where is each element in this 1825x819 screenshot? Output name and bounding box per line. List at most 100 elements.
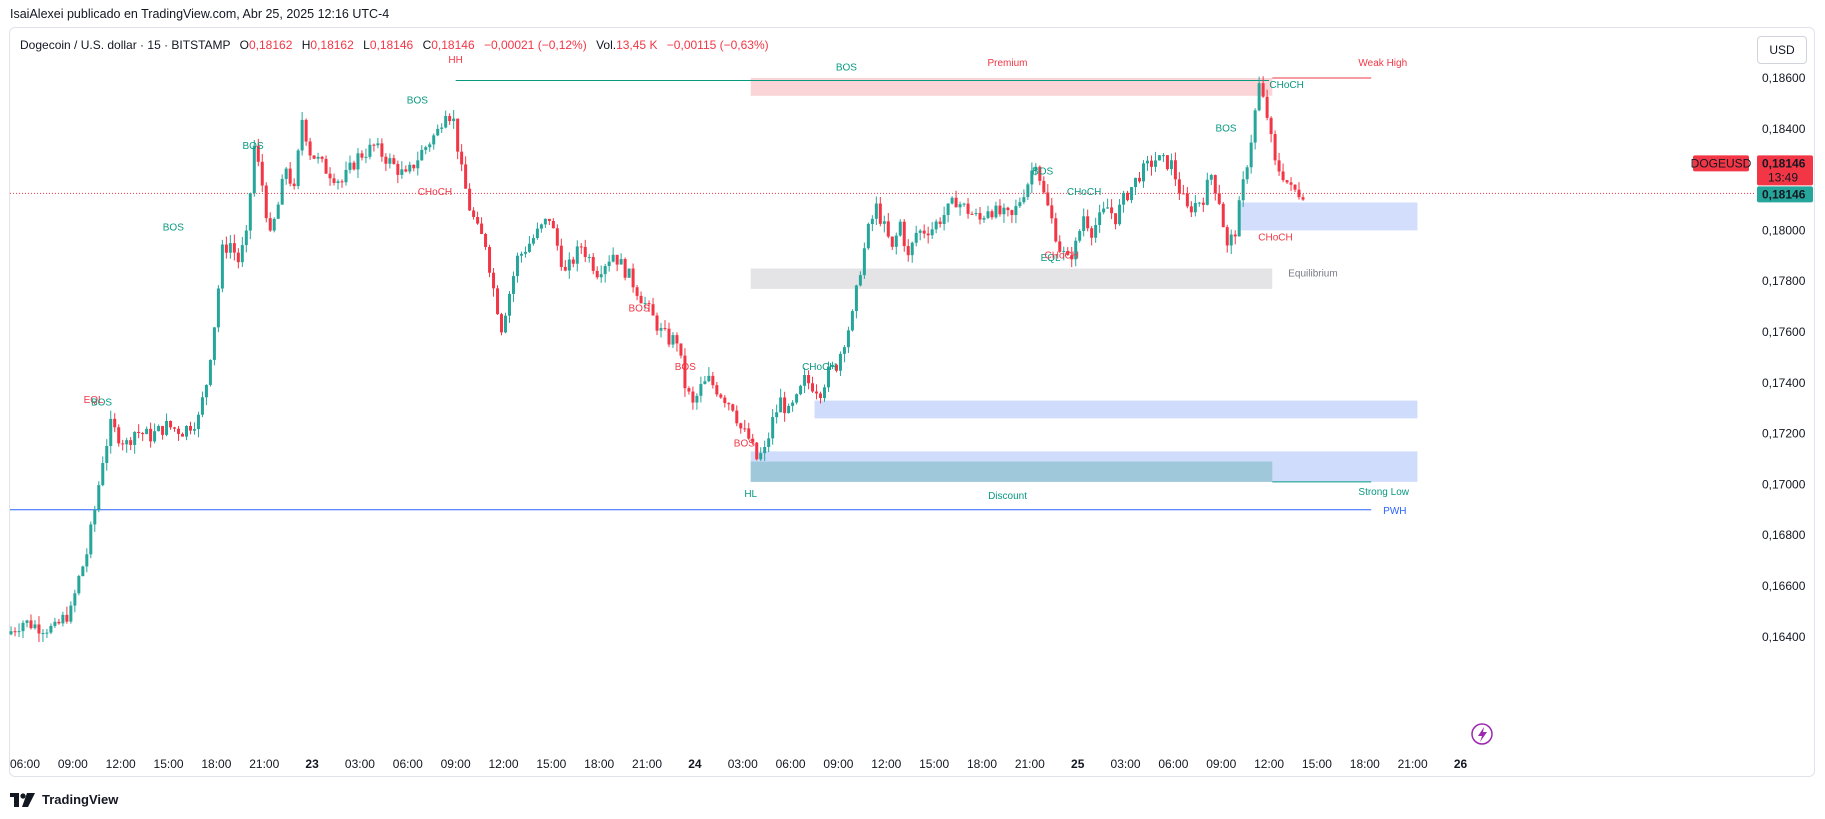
- candle-body: [1269, 117, 1273, 135]
- candle-203: [819, 391, 823, 404]
- candle-37: [157, 424, 161, 432]
- candle-283: [1138, 171, 1142, 184]
- candle-body: [388, 158, 392, 164]
- structure-label-bos-11: BOS: [629, 304, 650, 315]
- candle-body: [216, 288, 220, 328]
- levels-layer: Weak High Strong Low PWH: [10, 58, 1755, 517]
- candle-body: [611, 254, 615, 262]
- low-value: 0,18146: [369, 38, 414, 52]
- candle-body: [1002, 207, 1006, 215]
- currency-button[interactable]: USD: [1757, 36, 1807, 64]
- time-tick-label: 03:00: [345, 757, 375, 771]
- candle-body: [1193, 202, 1197, 213]
- candle-body: [69, 605, 73, 622]
- candle-body: [332, 178, 336, 183]
- candle-39: [165, 413, 169, 437]
- candle-body: [392, 158, 396, 164]
- candle-body: [1181, 193, 1185, 195]
- candle-186: [751, 433, 755, 445]
- candle-38: [161, 425, 165, 440]
- structure-label-bos-4: BOS: [91, 398, 112, 409]
- candle-119: [484, 232, 488, 250]
- candle-154: [623, 257, 627, 281]
- candle-162: [655, 312, 659, 336]
- candle-body: [316, 156, 320, 159]
- candle-body: [711, 375, 715, 386]
- candle-184: [743, 419, 747, 433]
- candle-body: [739, 423, 743, 429]
- candle-320: [1285, 180, 1289, 184]
- candle-body: [515, 255, 519, 277]
- candle-88: [360, 150, 364, 161]
- candle-35: [149, 422, 153, 448]
- candle-76: [312, 155, 316, 160]
- candle-215: [866, 222, 870, 250]
- candle-50: [208, 359, 212, 387]
- candle-233: [938, 217, 942, 228]
- candle-232: [934, 219, 938, 234]
- candle-body: [360, 153, 364, 158]
- candle-body: [37, 624, 41, 634]
- candle-250: [1006, 206, 1010, 217]
- candle-240: [966, 198, 970, 219]
- level-label-1: Strong Low: [1358, 487, 1409, 498]
- candle-210: [846, 326, 850, 354]
- candle-body: [312, 155, 316, 159]
- candle-155: [627, 268, 631, 278]
- lightning-alert-icon[interactable]: [1471, 723, 1493, 745]
- candle-100: [408, 161, 412, 174]
- tradingview-logo[interactable]: TradingView: [10, 792, 118, 807]
- candle-115: [468, 183, 472, 211]
- candle-265: [1066, 247, 1070, 256]
- candle-body: [320, 156, 324, 159]
- candle-212: [854, 284, 858, 319]
- candle-178: [719, 393, 723, 399]
- candle-body: [1265, 96, 1269, 118]
- candle-body: [1149, 160, 1153, 167]
- candle-65: [268, 212, 272, 232]
- candle-261: [1050, 197, 1054, 224]
- candle-body: [531, 238, 535, 244]
- candle-body: [599, 274, 603, 278]
- time-tick-label: 03:00: [728, 757, 758, 771]
- candle-body: [25, 620, 29, 623]
- candle-7: [37, 616, 41, 643]
- candle-body: [188, 425, 192, 431]
- candle-66: [272, 217, 276, 233]
- candle-171: [691, 386, 695, 410]
- candle-95: [388, 153, 392, 169]
- candle-body: [280, 178, 284, 205]
- candle-body: [906, 246, 910, 256]
- candle-body: [328, 173, 332, 179]
- candle-202: [815, 384, 819, 400]
- candle-156: [631, 263, 635, 293]
- price-tick-label: 0,18600: [1762, 71, 1806, 85]
- candle-body: [767, 438, 771, 447]
- candle-111: [452, 110, 456, 129]
- candle-body: [145, 428, 149, 435]
- candle-106: [432, 133, 436, 150]
- time-tick-label: 09:00: [441, 757, 471, 771]
- candle-body: [440, 127, 444, 129]
- candle-body: [950, 197, 954, 204]
- candle-217: [874, 196, 878, 225]
- candle-237: [954, 190, 958, 208]
- candle-258: [1038, 165, 1042, 186]
- candle-body: [731, 404, 735, 411]
- volume-value: 13,45 K: [616, 38, 658, 52]
- candle-195: [787, 403, 791, 414]
- time-axis: 06:00 09:00 12:00 15:00 18:00 21:00 23 03:00 06:…: [10, 757, 1468, 771]
- candle-226: [910, 241, 914, 263]
- candle-body: [1110, 207, 1114, 214]
- candle-body: [870, 218, 874, 224]
- candle-body: [129, 440, 133, 445]
- candle-body: [452, 118, 456, 122]
- candle-47: [196, 411, 200, 438]
- candle-298: [1197, 201, 1201, 207]
- candle-body: [583, 246, 587, 258]
- candle-body: [751, 438, 755, 443]
- symbol-title[interactable]: Dogecoin / U.S. dollar · 15 · BITSTAMP: [20, 38, 231, 52]
- candle-body: [974, 212, 978, 215]
- candle-body: [874, 203, 878, 219]
